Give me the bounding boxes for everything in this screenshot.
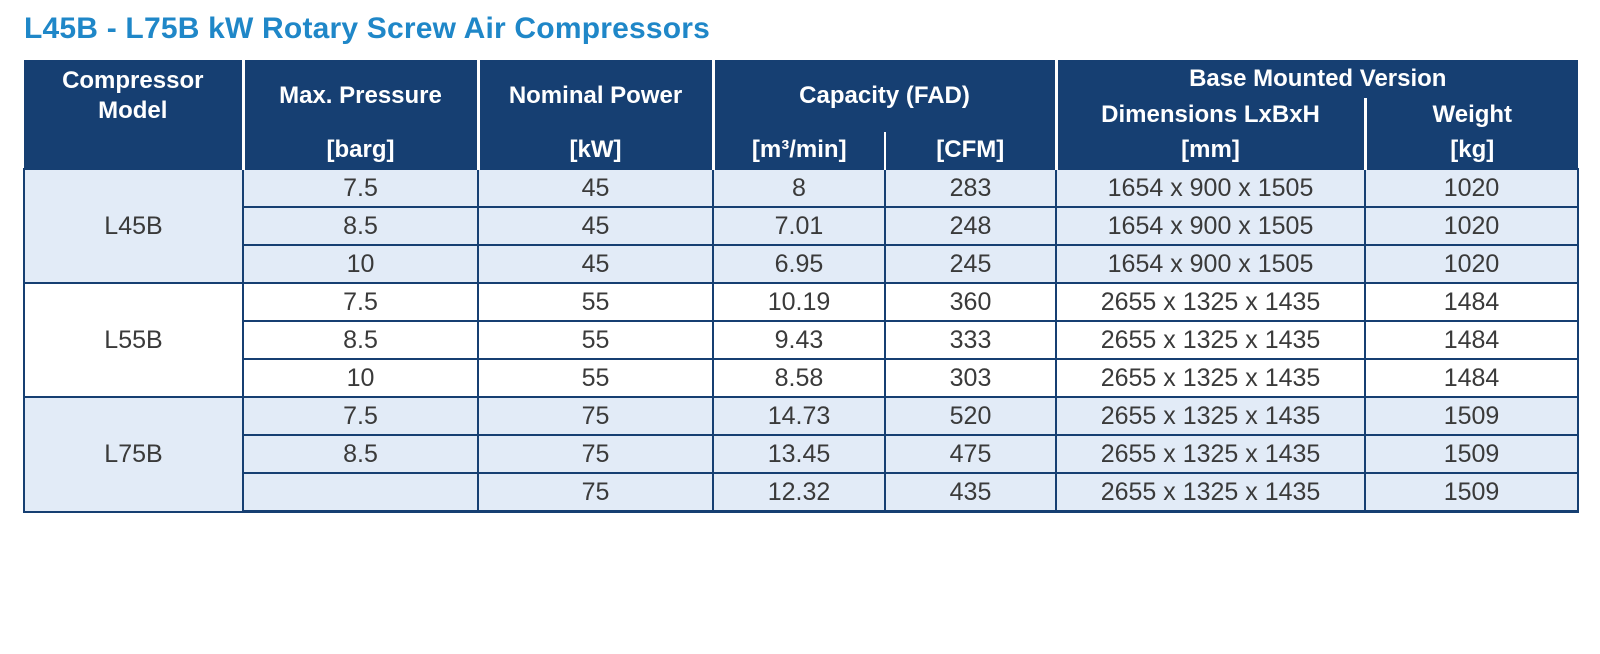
cell-capacity-m3min: 12.32 (712, 472, 886, 513)
cell-capacity-cfm: 435 (883, 472, 1058, 513)
cell-capacity-m3min: 9.43 (712, 320, 886, 360)
table-row: 10 45 6.95 245 1654 x 900 x 1505 1020 (24, 244, 1580, 284)
cell-capacity-cfm: 475 (883, 434, 1058, 474)
header-capacity-unit-imperial: [CFM] (883, 132, 1057, 169)
cell-capacity-cfm: 520 (883, 396, 1058, 436)
cell-pressure: 8.5 (242, 434, 479, 474)
cell-dimensions: 1654 x 900 x 1505 (1055, 244, 1367, 284)
header-power-unit: [kW] (476, 132, 713, 169)
cell-pressure: 8.5 (242, 320, 479, 360)
header-capacity-unit-metric: [m³/min] (711, 132, 885, 169)
table-row: 10 55 8.58 303 2655 x 1325 x 1435 1484 (24, 358, 1580, 398)
header-model: Compressor Model (24, 60, 243, 132)
cell-weight: 1484 (1364, 358, 1580, 398)
table-row: 8.5 45 7.01 248 1654 x 900 x 1505 1020 (24, 206, 1580, 246)
cell-capacity-m3min: 10.19 (712, 282, 886, 322)
cell-weight: 1020 (1364, 244, 1580, 284)
model-cell-l75b: L75B (23, 396, 244, 513)
cell-capacity-m3min: 8.58 (712, 358, 886, 398)
cell-pressure (242, 472, 479, 513)
cell-power: 55 (477, 358, 714, 398)
cell-power: 45 (477, 206, 714, 246)
cell-power: 45 (477, 168, 714, 208)
spec-table: Compressor Model Max. Pressure Nominal P… (23, 60, 1580, 513)
cell-pressure: 7.5 (242, 396, 479, 436)
header-base-mounted: Base Mounted Version (1054, 60, 1579, 98)
header-model-unit (24, 132, 243, 169)
cell-capacity-cfm: 245 (883, 244, 1058, 284)
cell-weight: 1484 (1364, 320, 1580, 360)
header-dimensions-unit: [mm] (1054, 132, 1366, 169)
cell-pressure: 7.5 (242, 168, 479, 208)
cell-dimensions: 2655 x 1325 x 1435 (1055, 434, 1367, 474)
cell-capacity-m3min: 8 (712, 168, 886, 208)
cell-pressure: 10 (242, 244, 479, 284)
cell-capacity-m3min: 7.01 (712, 206, 886, 246)
cell-weight: 1020 (1364, 168, 1580, 208)
model-cell-l55b: L55B (23, 282, 244, 398)
cell-dimensions: 2655 x 1325 x 1435 (1055, 472, 1367, 513)
table-row: L55B 7.5 55 10.19 360 2655 x 1325 x 1435… (23, 282, 1580, 398)
table-row: 8.5 75 13.45 475 2655 x 1325 x 1435 1509 (24, 434, 1580, 474)
header-capacity: Capacity (FAD) (711, 60, 1057, 132)
cell-power: 75 (477, 472, 714, 513)
cell-power: 45 (477, 244, 714, 284)
table-row: 8.5 55 9.43 333 2655 x 1325 x 1435 1484 (24, 320, 1580, 360)
cell-dimensions: 2655 x 1325 x 1435 (1055, 282, 1367, 322)
header-dimensions: Dimensions LxBxH (1054, 98, 1366, 132)
cell-power: 55 (477, 282, 714, 322)
cell-weight: 1020 (1364, 206, 1580, 246)
table-body: L45B 7.5 45 8 283 1654 x 900 x 1505 1020… (23, 168, 1580, 513)
header-pressure-unit: [barg] (241, 132, 478, 169)
cell-pressure: 8.5 (242, 206, 479, 246)
cell-capacity-m3min: 13.45 (712, 434, 886, 474)
header-pressure: Max. Pressure (241, 60, 478, 132)
cell-pressure: 7.5 (242, 282, 479, 322)
header-weight: Weight (1363, 98, 1579, 132)
table-row: L45B 7.5 45 8 283 1654 x 900 x 1505 1020 (23, 168, 1580, 284)
cell-power: 55 (477, 320, 714, 360)
cell-power: 75 (477, 434, 714, 474)
header-model-label: Compressor Model (62, 67, 204, 124)
cell-dimensions: 2655 x 1325 x 1435 (1055, 320, 1367, 360)
model-cell-l45b: L45B (23, 168, 244, 284)
cell-capacity-cfm: 248 (883, 206, 1058, 246)
cell-capacity-cfm: 333 (883, 320, 1058, 360)
cell-dimensions: 1654 x 900 x 1505 (1055, 206, 1367, 246)
cell-pressure: 10 (242, 358, 479, 398)
cell-capacity-cfm: 283 (883, 168, 1058, 208)
table-header: Compressor Model Max. Pressure Nominal P… (24, 60, 1579, 169)
cell-capacity-m3min: 6.95 (712, 244, 886, 284)
cell-dimensions: 2655 x 1325 x 1435 (1055, 358, 1367, 398)
cell-dimensions: 2655 x 1325 x 1435 (1055, 396, 1367, 436)
cell-capacity-m3min: 14.73 (712, 396, 886, 436)
table-row: 75 12.32 435 2655 x 1325 x 1435 1509 (24, 472, 1580, 513)
page-title: L45B - L75B kW Rotary Screw Air Compress… (24, 12, 711, 45)
cell-dimensions: 1654 x 900 x 1505 (1055, 168, 1367, 208)
header-weight-unit: [kg] (1363, 132, 1579, 169)
cell-weight: 1509 (1364, 396, 1580, 436)
cell-capacity-cfm: 360 (883, 282, 1058, 322)
header-power: Nominal Power (476, 60, 713, 132)
cell-weight: 1484 (1364, 282, 1580, 322)
cell-weight: 1509 (1364, 434, 1580, 474)
table-row: L75B 7.5 75 14.73 520 2655 x 1325 x 1435… (23, 396, 1580, 513)
cell-weight: 1509 (1364, 472, 1580, 513)
cell-power: 75 (477, 396, 714, 436)
cell-capacity-cfm: 303 (883, 358, 1058, 398)
